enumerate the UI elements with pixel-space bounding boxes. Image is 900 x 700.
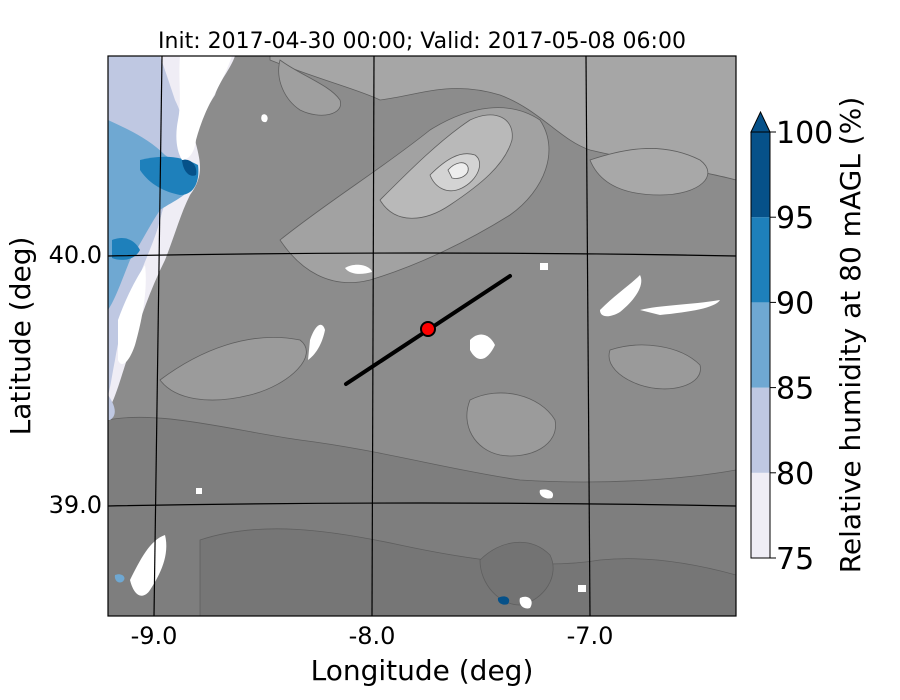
map-title: Init: 2017-04-30 00:00; Valid: 2017-05-0… — [158, 29, 686, 54]
colorbar-tick-label: 90 — [776, 286, 814, 321]
meridian-line — [153, 56, 163, 616]
colorbar: 75 80 85 90 95 100 Relative humidity at 80 mA… — [750, 97, 867, 577]
colorbar-segment — [751, 217, 770, 303]
meridian-line — [585, 56, 591, 616]
map-frame — [107, 55, 737, 617]
colorbar-tick-label: 100 — [776, 116, 833, 151]
x-tick-label: -7.0 — [567, 622, 614, 650]
y-axis-label: Latitude (deg) — [4, 237, 37, 436]
terrain-lowlands — [108, 416, 736, 616]
y-tick-label: 40.0 — [49, 241, 102, 269]
parallel-line — [108, 502, 736, 507]
map-panel — [108, 56, 736, 616]
colorbar-segment — [751, 387, 770, 473]
colorbar-segment — [751, 132, 770, 218]
colorbar-segment — [751, 302, 770, 388]
colorbar-tick-label: 95 — [776, 201, 814, 236]
colorbar-tick-label: 75 — [776, 542, 814, 577]
x-tick-label: -9.0 — [131, 622, 178, 650]
colorbar-ticks: 75 80 85 90 95 100 — [770, 116, 833, 577]
colorbar-label: Relative humidity at 80 mAGL (%) — [834, 97, 867, 574]
colorbar-segment — [751, 472, 770, 558]
meridian-line — [371, 56, 375, 616]
terrain-highlands — [159, 56, 736, 457]
colorbar-extend-arrow — [750, 110, 771, 133]
x-axis-label: Longitude (deg) — [311, 654, 534, 687]
humidity-field — [108, 56, 510, 605]
colorbar-frame — [750, 131, 771, 559]
parallel-line — [108, 252, 736, 257]
colorbar-segments — [751, 132, 770, 558]
low-humidity-specks — [196, 114, 720, 609]
y-tick-label: 39.0 — [49, 491, 102, 519]
site-marker — [420, 321, 436, 337]
colorbar-tick-label: 80 — [776, 457, 814, 492]
colorbar-tick-label: 85 — [776, 372, 814, 407]
x-tick-label: -8.0 — [349, 622, 396, 650]
graticule — [108, 56, 736, 616]
